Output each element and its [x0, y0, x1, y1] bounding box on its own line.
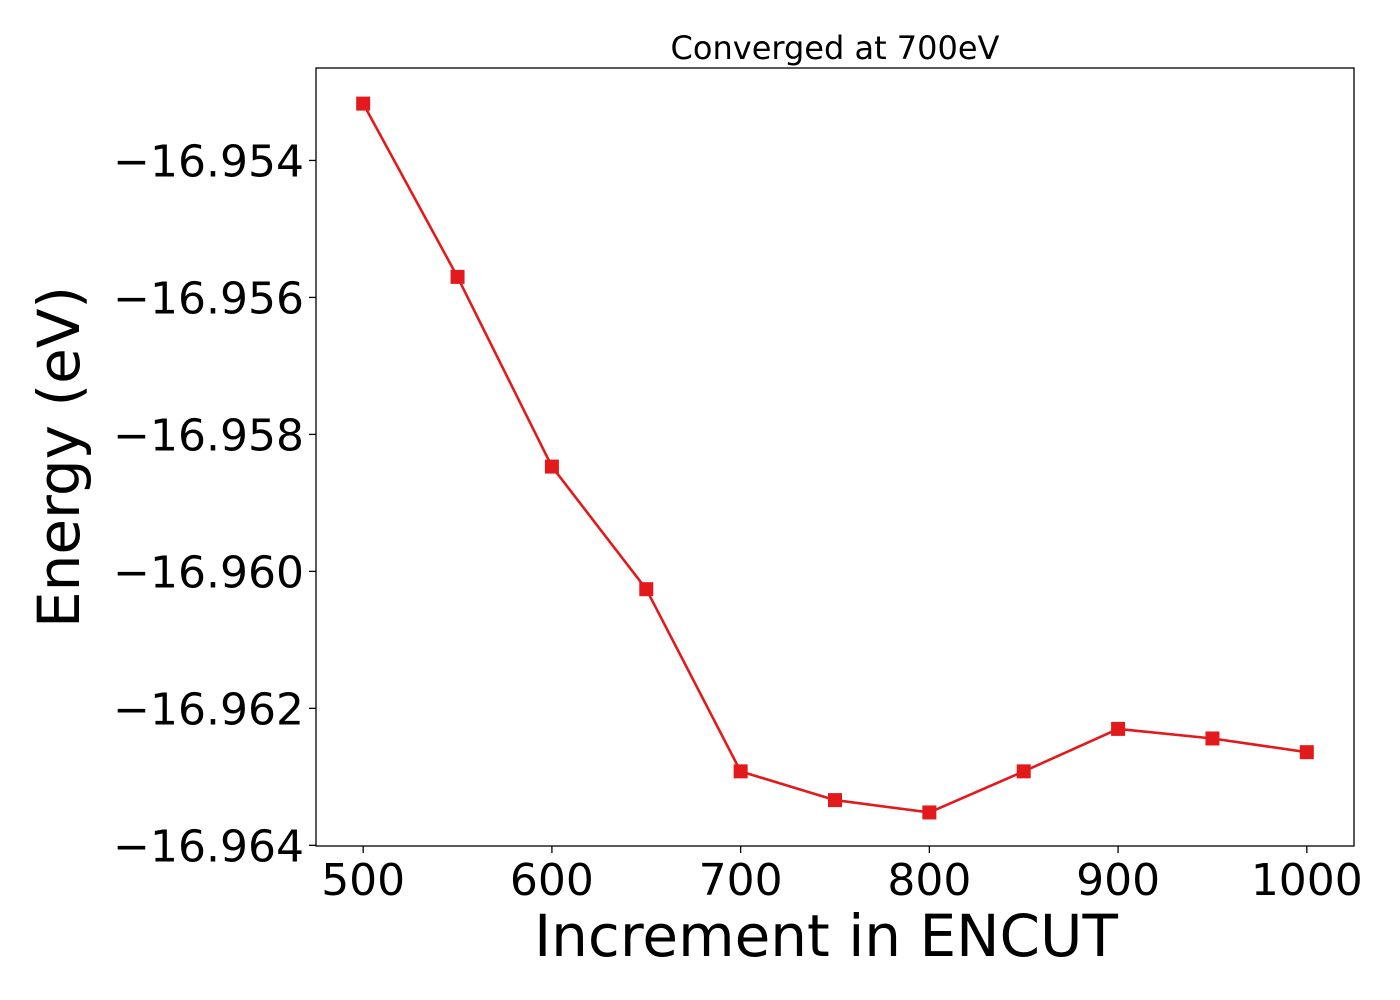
data-point-750: [828, 793, 842, 808]
data-point-500: [356, 96, 371, 111]
data-point-700: [733, 764, 748, 779]
data-point-850: [1016, 764, 1031, 779]
y-tick-label: −16.960: [113, 547, 304, 598]
data-point-950: [1205, 731, 1220, 746]
data-point-650: [639, 582, 654, 597]
x-tick-label: 800: [887, 855, 971, 906]
y-tick-label: −16.956: [113, 273, 304, 324]
x-tick-label: 700: [699, 855, 783, 906]
y-tick-label: −16.962: [113, 684, 304, 735]
data-point-800: [922, 805, 937, 820]
data-point-600: [544, 459, 559, 474]
x-tick-label: 600: [510, 855, 594, 906]
y-tick-label: −16.964: [113, 821, 304, 872]
y-tick-label: −16.958: [113, 410, 304, 461]
data-point-900: [1111, 721, 1126, 736]
x-tick-label: 900: [1076, 855, 1160, 906]
data-point-550: [450, 269, 465, 284]
x-tick-label: 500: [321, 855, 405, 906]
chart-title: Converged at 700eV: [671, 29, 1000, 67]
x-axis-label: Increment in ENCUT: [534, 902, 1118, 970]
data-point-1000: [1299, 745, 1314, 760]
plot-frame: [315, 67, 1355, 847]
y-tick-label: −16.954: [113, 136, 304, 187]
x-tick-label: 1000: [1251, 855, 1363, 906]
y-axis-label: Energy (eV): [25, 286, 93, 628]
x-axis-ticks: 500 600 700 800 900 1000: [321, 846, 1363, 906]
series-layer: [356, 96, 1314, 820]
y-axis-ticks: −16.954 −16.956 −16.958 −16.960 −16.962 −16.9…: [113, 136, 316, 872]
